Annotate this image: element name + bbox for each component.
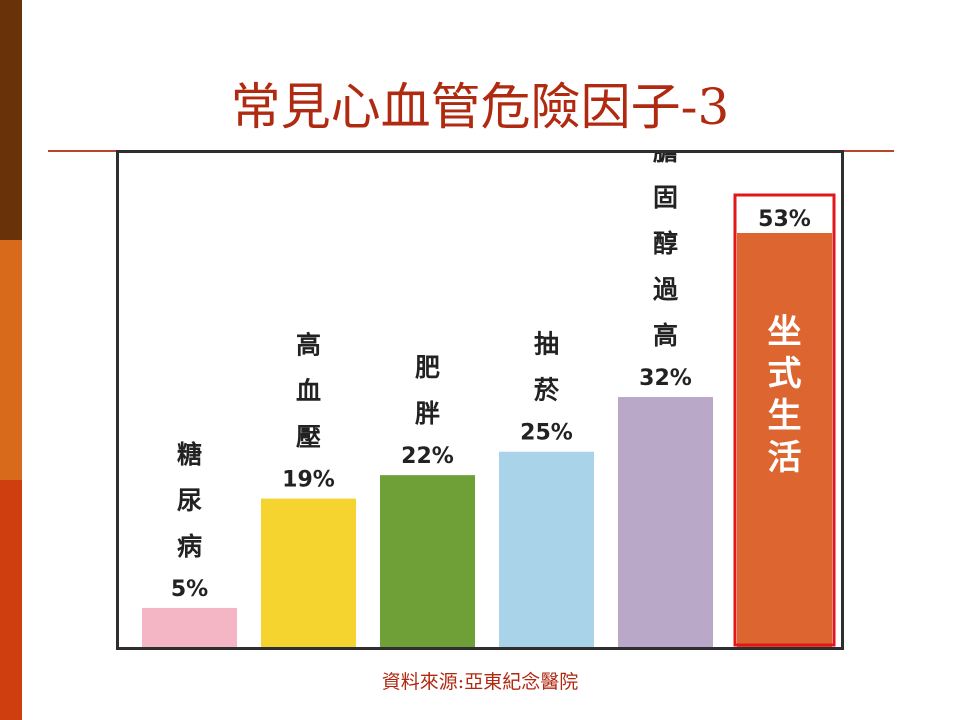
bar-1 bbox=[142, 607, 237, 647]
slide-title: 常見心血管危險因子-3 bbox=[230, 78, 730, 136]
chart-frame: 5% 糖尿病 19% 高血壓 22% 肥胖 25% 抽菸 32% 膽固醇過高 53% 坐式生活 bbox=[116, 150, 844, 650]
value-label-4: 25% bbox=[520, 421, 573, 446]
value-label-3: 22% bbox=[401, 444, 454, 469]
bar-3 bbox=[380, 475, 475, 647]
side-stripe-middle bbox=[0, 240, 22, 480]
side-stripe-bottom bbox=[0, 480, 22, 720]
value-label-2: 19% bbox=[282, 468, 335, 493]
bar-5 bbox=[618, 397, 713, 647]
value-label-1: 5% bbox=[171, 577, 208, 602]
category-label-3: 肥胖 bbox=[415, 353, 440, 428]
category-label-2: 高血壓 bbox=[296, 331, 321, 452]
side-stripe-top bbox=[0, 0, 22, 240]
bar-chart: 5% 糖尿病 19% 高血壓 22% 肥胖 25% 抽菸 32% 膽固醇過高 53% 坐式生活 bbox=[142, 153, 836, 647]
category-label-1: 糖尿病 bbox=[177, 440, 202, 561]
value-label-5: 32% bbox=[639, 366, 692, 391]
category-label-4: 抽菸 bbox=[534, 330, 560, 405]
bar-6 bbox=[737, 233, 832, 647]
bar-2 bbox=[261, 498, 356, 647]
bar-4 bbox=[499, 451, 594, 647]
category-label-6: 坐式生活 bbox=[768, 312, 802, 478]
value-label-6: 53% bbox=[758, 207, 811, 232]
category-label-5: 膽固醇過高 bbox=[652, 153, 679, 350]
source-note: 資料來源:亞東紀念醫院 bbox=[381, 671, 579, 693]
highlight-box bbox=[733, 193, 836, 647]
